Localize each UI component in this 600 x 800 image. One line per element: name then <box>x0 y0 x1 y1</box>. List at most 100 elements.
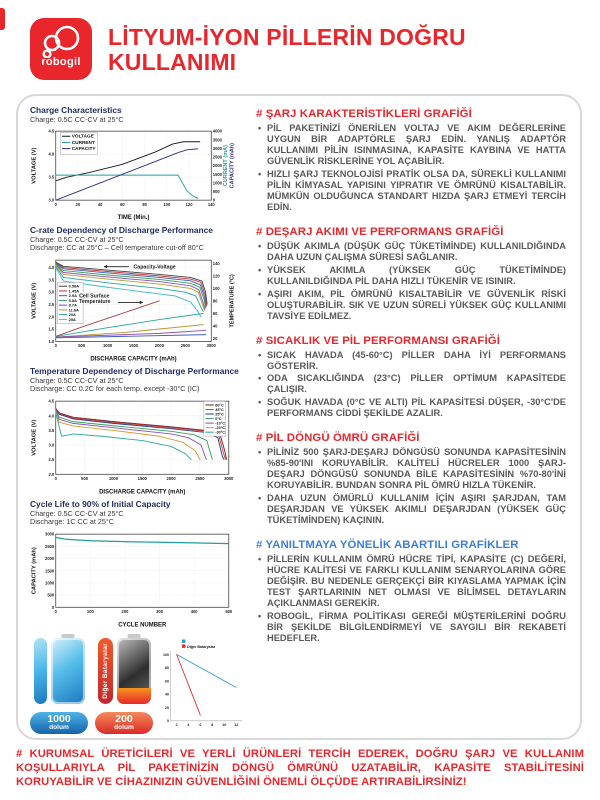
svg-text:3.0: 3.0 <box>48 290 54 295</box>
full-battery-body <box>50 637 85 704</box>
svg-text:1.45A: 1.45A <box>69 288 80 293</box>
low-charge-fill <box>116 687 151 704</box>
bullet-item: AŞIRI AKIM, PİL ÖMRÜNÜ KISALTABİLİR VE G… <box>256 289 566 322</box>
chart-cycle-life: 0 100 200 300 400 500 0 500 1000 1500 2000 2500 3000… <box>32 532 233 628</box>
chart-title: Charge Characteristics <box>30 105 122 115</box>
page-edge-accent <box>0 8 5 30</box>
robogil-battery-group: 1000 dolum <box>30 634 88 734</box>
svg-text:60°C: 60°C <box>215 403 224 407</box>
svg-text:-10°C: -10°C <box>215 422 225 426</box>
svg-text:0: 0 <box>167 719 169 723</box>
svg-text:2500: 2500 <box>45 544 55 549</box>
svg-text:DISCHARGE CAPACITY (mAh): DISCHARGE CAPACITY (mAh) <box>90 357 176 363</box>
svg-text:45°C: 45°C <box>215 408 224 412</box>
bullet-item: PİLİNİZ 500 ŞARJ-DEŞARJ DÖNGÜSÜ SONUNDA … <box>256 447 566 491</box>
svg-text:0°C: 0°C <box>215 417 222 421</box>
svg-text:TEMPERATURE (°C): TEMPERATURE (°C) <box>229 274 235 327</box>
svg-text:60: 60 <box>165 679 169 683</box>
svg-text:3000: 3000 <box>45 532 55 537</box>
svg-text:140: 140 <box>208 202 216 207</box>
chart-fill-count-comparison: 2 4 6 8 10 12 0 20 40 60 80 100 Diğer Bataryalar <box>163 639 243 727</box>
svg-text:500: 500 <box>225 609 233 614</box>
bullet-item: PİL PAKETİNİZİ ÖNERİLEN VOLTAJ VE AKIM D… <box>256 123 566 167</box>
fill-count-value: 200 <box>115 713 133 726</box>
fill-count-unit: dolum <box>49 723 69 731</box>
chart-charge-characteristics: 0 20 40 60 80 100 120 140 3.0 3.5 4.0 4.5 0 500 1000 15… <box>32 129 236 221</box>
chart-subtitle: Discharge: CC at 25°C – Cell temperature… <box>30 243 204 253</box>
svg-text:10: 10 <box>222 723 226 727</box>
svg-text:4.0: 4.0 <box>48 413 54 418</box>
content-card: Charge Characteristics Charge: 0.5C CC-CV… <box>16 94 582 740</box>
section-1: # ŞARJ KARAKTERİSTİKLERİ GRAFİĞİ PİL PAKE… <box>256 108 566 213</box>
low-battery-body <box>116 637 151 704</box>
svg-text:40: 40 <box>213 323 218 328</box>
svg-text:2.0: 2.0 <box>48 314 54 319</box>
svg-text:1000: 1000 <box>103 343 113 348</box>
svg-text:2.5: 2.5 <box>48 457 54 462</box>
chart-subtitle: Charge: 0.5C CC-CV at 25°C <box>30 375 124 385</box>
fill-count-unit: dolum <box>114 723 134 731</box>
svg-text:2.0: 2.0 <box>48 472 54 477</box>
svg-text:CAPACITY: CAPACITY <box>72 146 97 152</box>
svg-text:4000: 4000 <box>213 129 223 134</box>
svg-text:2000: 2000 <box>213 163 223 168</box>
svg-text:3.5: 3.5 <box>48 277 54 282</box>
svg-text:11.6A: 11.6A <box>69 307 79 312</box>
svg-text:CAPACITY (mAh): CAPACITY (mAh) <box>229 143 235 189</box>
chart-subtitle: Discharge: CC 0.2C for each temp. except… <box>30 384 200 394</box>
svg-text:1500: 1500 <box>45 568 55 573</box>
svg-text:-20°C: -20°C <box>215 426 225 430</box>
svg-text:4.5: 4.5 <box>48 129 54 134</box>
svg-text:4.0: 4.0 <box>48 265 54 270</box>
svg-text:5.8A: 5.8A <box>69 298 77 303</box>
svg-text:0: 0 <box>55 476 58 481</box>
svg-text:100: 100 <box>163 653 169 657</box>
svg-text:2500: 2500 <box>213 155 223 160</box>
svg-text:-30°C: -30°C <box>215 431 225 435</box>
svg-text:8: 8 <box>211 723 213 727</box>
svg-text:4: 4 <box>187 723 189 727</box>
svg-text:60: 60 <box>213 311 218 316</box>
svg-text:3.0: 3.0 <box>48 443 54 448</box>
svg-text:300: 300 <box>156 609 164 614</box>
svg-text:20: 20 <box>165 706 169 710</box>
blue-capacity-bar <box>33 637 47 704</box>
svg-text:VOLTAGE: VOLTAGE <box>72 134 94 140</box>
bullet-item: SICAK HAVADA (45-60°C) PİLLER DAHA İYİ P… <box>256 350 566 372</box>
chart-block-c-rate-discharge: C-rate Dependency of Discharge Performan… <box>30 225 242 363</box>
bullet-item: ODA SICAKLIĞINDA (23°C) PİLLER OPTİMUM K… <box>256 373 566 395</box>
svg-text:2500: 2500 <box>181 343 191 348</box>
svg-text:20: 20 <box>213 336 218 341</box>
chart-title: Temperature Dependency of Discharge Perf… <box>30 366 239 377</box>
svg-text:12: 12 <box>234 723 238 727</box>
other-batteries-label-strip: Diğer Bataryalar <box>97 637 113 704</box>
svg-text:DISCHARGE CAPACITY (mAh): DISCHARGE CAPACITY (mAh) <box>99 489 185 495</box>
svg-text:3.5: 3.5 <box>48 175 54 180</box>
section-4: # PİL DÖNGÜ ÖMRÜ GRAFİĞİ PİLİNİZ 500 ŞARJ… <box>256 432 566 526</box>
svg-text:120: 120 <box>186 202 194 207</box>
chart-temperature-discharge: 0 500 1000 1500 2000 2500 3000 2.0 2.5 3.0 3.5 4.0 4… <box>32 399 234 495</box>
chart-title: Cycle Life to 90% of Initial Capacity <box>30 498 171 509</box>
chart-block-cycle-life: Cycle Life to 90% of Initial Capacity Cha… <box>30 498 242 628</box>
svg-text:3000: 3000 <box>213 146 223 151</box>
svg-text:1000: 1000 <box>45 580 55 585</box>
svg-text:140: 140 <box>213 261 221 266</box>
full-battery-icon <box>50 637 85 704</box>
section-5: # YANILTMAYA YÖNELİK ABARTILI GRAFİKLER P… <box>256 539 566 644</box>
svg-text:0: 0 <box>55 609 58 614</box>
svg-text:Capacity-Voltage: Capacity-Voltage <box>134 264 176 270</box>
svg-text:VOLTAGE (V): VOLTAGE (V) <box>32 420 38 456</box>
section-heading: # DEŞARJ AKIMI VE PERFORMANS GRAFİĞİ <box>256 225 504 238</box>
svg-text:80: 80 <box>142 202 147 207</box>
robogil-logo: robogil <box>30 18 92 80</box>
svg-text:1000: 1000 <box>109 476 119 481</box>
svg-text:8.7A: 8.7A <box>69 303 77 308</box>
svg-text:1.0: 1.0 <box>48 339 54 344</box>
svg-text:2.5: 2.5 <box>48 302 54 307</box>
svg-text:60: 60 <box>120 202 125 207</box>
section-3: # SICAKLIK VE PİL PERFORMANSI GRAFİĞİ SIC… <box>256 335 566 420</box>
svg-text:0: 0 <box>55 202 58 207</box>
svg-text:120: 120 <box>213 273 221 278</box>
